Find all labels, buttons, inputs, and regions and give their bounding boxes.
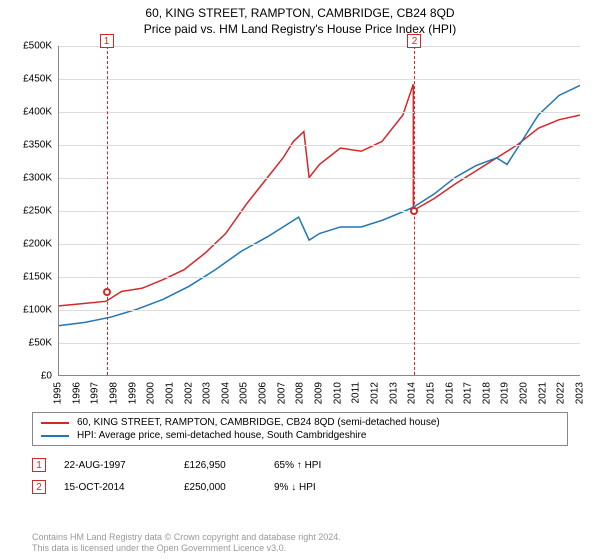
y-tick-label: £150K	[23, 272, 52, 283]
event-number-box: 2	[32, 480, 46, 494]
x-tick-label: 2022	[556, 382, 567, 404]
x-tick-label: 2003	[202, 382, 213, 404]
legend-label: HPI: Average price, semi-detached house,…	[77, 430, 366, 441]
legend: 60, KING STREET, RAMPTON, CAMBRIDGE, CB2…	[32, 412, 568, 446]
x-axis-labels: 1995199619971998199920002001200220032004…	[58, 378, 580, 406]
event-marker-dot	[103, 288, 111, 296]
y-tick-label: £250K	[23, 206, 52, 217]
gridline	[59, 310, 580, 311]
x-tick-label: 2002	[183, 382, 194, 404]
copyright-line2: This data is licensed under the Open Gov…	[32, 543, 568, 554]
y-tick-label: £500K	[23, 41, 52, 52]
gridline	[59, 178, 580, 179]
gridline	[59, 244, 580, 245]
gridline	[59, 211, 580, 212]
legend-box: 60, KING STREET, RAMPTON, CAMBRIDGE, CB2…	[32, 412, 568, 446]
titles: 60, KING STREET, RAMPTON, CAMBRIDGE, CB2…	[0, 0, 600, 36]
x-tick-label: 1997	[90, 382, 101, 404]
x-tick-label: 2012	[369, 382, 380, 404]
event-price: £250,000	[184, 482, 274, 493]
x-tick-label: 1995	[53, 382, 64, 404]
y-tick-label: £200K	[23, 239, 52, 250]
x-tick-label: 1996	[71, 382, 82, 404]
y-tick-label: £400K	[23, 107, 52, 118]
x-tick-label: 2011	[351, 382, 362, 404]
gridline	[59, 277, 580, 278]
event-marker-number: 2	[407, 34, 421, 48]
legend-swatch	[41, 422, 69, 424]
event-marker-number: 1	[100, 34, 114, 48]
copyright-line1: Contains HM Land Registry data © Crown c…	[32, 532, 568, 543]
event-date: 22-AUG-1997	[64, 460, 184, 471]
gridline	[59, 112, 580, 113]
title-line1: 60, KING STREET, RAMPTON, CAMBRIDGE, CB2…	[0, 6, 600, 20]
plot-area: 12	[58, 46, 580, 376]
y-tick-label: £100K	[23, 305, 52, 316]
legend-swatch	[41, 435, 69, 437]
chart-area: £0 £50K £100K £150K £200K £250K £300K £350K £400…	[10, 46, 590, 406]
gridline	[59, 343, 580, 344]
event-price: £126,950	[184, 460, 274, 471]
y-tick-label: £50K	[29, 338, 52, 349]
x-tick-label: 2007	[276, 382, 287, 404]
x-tick-label: 2018	[481, 382, 492, 404]
x-tick-label: 2006	[258, 382, 269, 404]
x-tick-label: 2001	[164, 382, 175, 404]
event-marker-line	[107, 46, 108, 375]
x-tick-label: 2019	[500, 382, 511, 404]
x-tick-label: 1998	[108, 382, 119, 404]
y-axis-labels: £0£50K£100K£150K£200K£250K£300K£350K£400…	[10, 46, 56, 376]
gridline	[59, 79, 580, 80]
legend-row: HPI: Average price, semi-detached house,…	[41, 429, 559, 442]
event-number-box: 1	[32, 458, 46, 472]
x-tick-label: 2015	[425, 382, 436, 404]
y-tick-label: £0	[41, 371, 52, 382]
title-line2: Price paid vs. HM Land Registry's House …	[0, 22, 600, 36]
copyright: Contains HM Land Registry data © Crown c…	[32, 532, 568, 555]
legend-label: 60, KING STREET, RAMPTON, CAMBRIDGE, CB2…	[77, 417, 440, 428]
x-tick-label: 2005	[239, 382, 250, 404]
event-pct: 65% ↑ HPI	[274, 460, 364, 471]
x-tick-label: 1999	[127, 382, 138, 404]
event-row: 2 15-OCT-2014£250,0009% ↓ HPI	[32, 476, 568, 498]
x-tick-label: 2000	[146, 382, 157, 404]
event-list: 1 22-AUG-1997£126,95065% ↑ HPI 2 15-OCT-201…	[32, 454, 568, 498]
x-tick-label: 2004	[220, 382, 231, 404]
chart-container: 60, KING STREET, RAMPTON, CAMBRIDGE, CB2…	[0, 0, 600, 560]
x-tick-label: 2023	[575, 382, 586, 404]
y-tick-label: £450K	[23, 74, 52, 85]
x-tick-label: 2009	[314, 382, 325, 404]
x-tick-label: 2008	[295, 382, 306, 404]
gridline	[59, 46, 580, 47]
event-pct: 9% ↓ HPI	[274, 482, 364, 493]
event-date: 15-OCT-2014	[64, 482, 184, 493]
series-line-property	[59, 84, 580, 306]
event-marker-dot	[410, 207, 418, 215]
x-tick-label: 2016	[444, 382, 455, 404]
x-tick-label: 2021	[537, 382, 548, 404]
y-tick-label: £350K	[23, 140, 52, 151]
event-row: 1 22-AUG-1997£126,95065% ↑ HPI	[32, 454, 568, 476]
y-tick-label: £300K	[23, 173, 52, 184]
x-tick-label: 2014	[407, 382, 418, 404]
x-tick-label: 2013	[388, 382, 399, 404]
legend-row: 60, KING STREET, RAMPTON, CAMBRIDGE, CB2…	[41, 416, 559, 429]
x-tick-label: 2017	[463, 382, 474, 404]
x-tick-label: 2020	[519, 382, 530, 404]
x-tick-label: 2010	[332, 382, 343, 404]
gridline	[59, 145, 580, 146]
